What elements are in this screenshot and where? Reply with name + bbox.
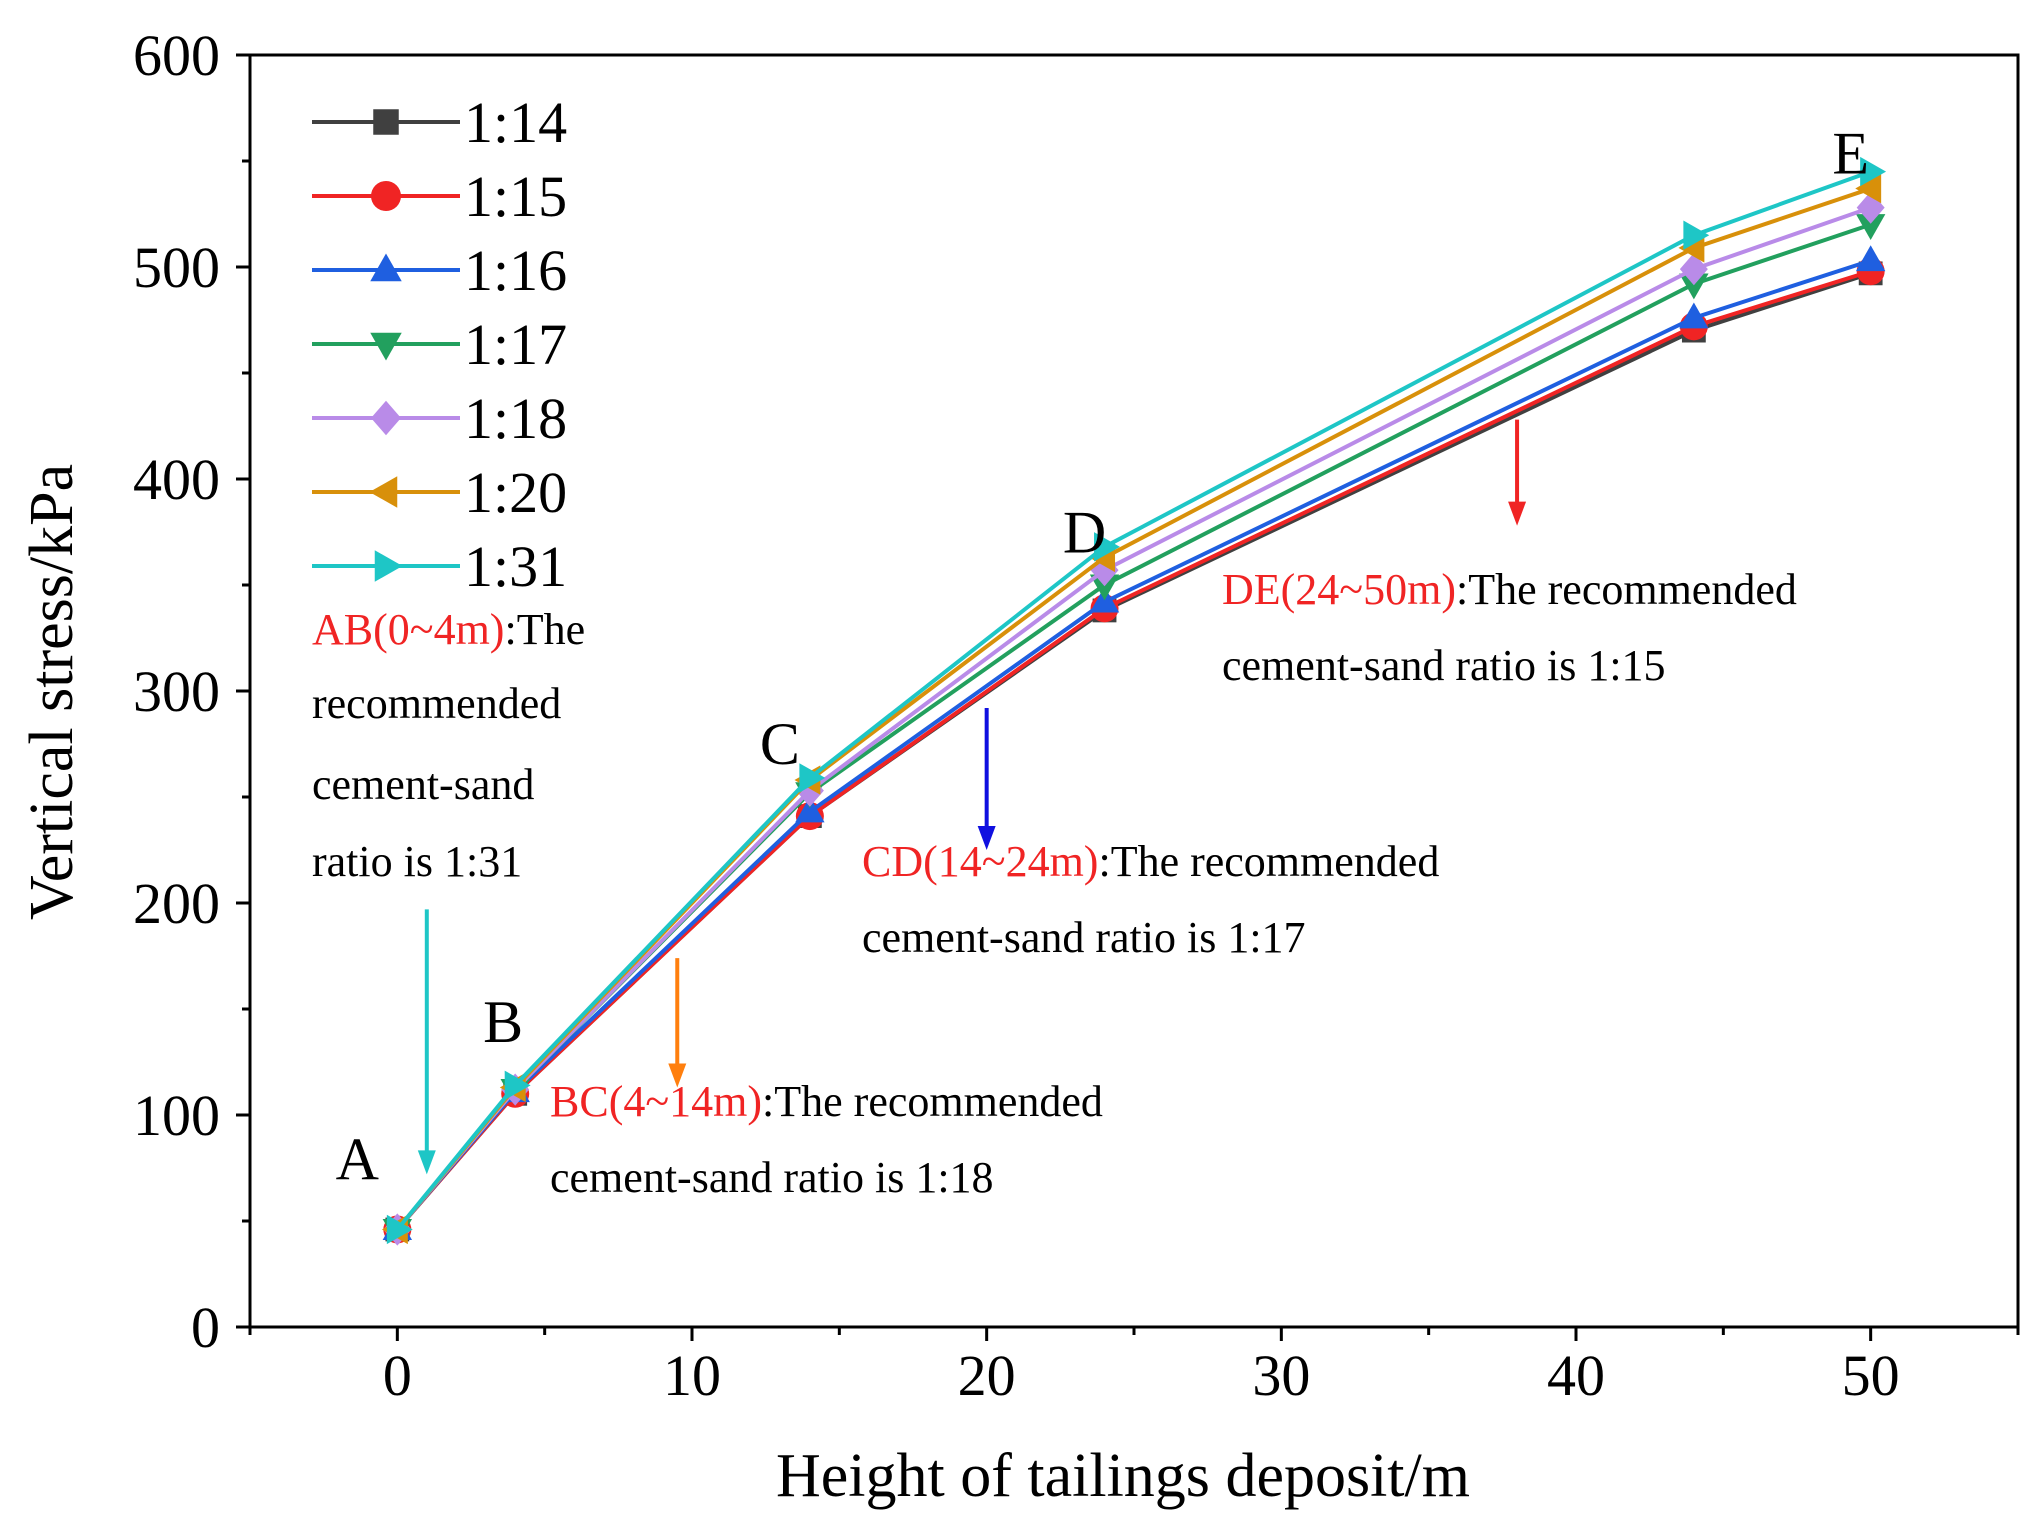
y-tick-label: 500	[133, 235, 220, 300]
data-point	[1855, 245, 1886, 272]
legend-label: 1:20	[464, 460, 567, 525]
legend-label: 1:16	[464, 238, 567, 303]
x-tick-label: 10	[663, 1343, 721, 1408]
y-axis-title: Vertical stress/kPa	[18, 464, 86, 920]
point-label-A: A	[336, 1126, 379, 1192]
annotation-text: :The recommended	[1456, 565, 1797, 614]
annotation-arrow-ab	[417, 909, 436, 1175]
legend-item-1-17: 1:17	[312, 312, 567, 377]
annotation-range: AB(0~4m)	[312, 605, 504, 654]
x-tick-label: 50	[1842, 1343, 1900, 1408]
legend-label: 1:17	[464, 312, 567, 377]
data-point	[1089, 574, 1120, 601]
legend-marker	[371, 400, 401, 436]
annotation-line: ratio is 1:31	[312, 837, 522, 886]
annotation-arrow-bc	[668, 958, 687, 1088]
data-point	[1860, 156, 1887, 187]
legend-item-1-18: 1:18	[312, 386, 567, 451]
legend-label: 1:31	[464, 534, 567, 599]
legend-marker	[373, 109, 399, 135]
arrow-head	[417, 1150, 436, 1175]
x-tick-label: 30	[1252, 1343, 1310, 1408]
point-label-B: B	[483, 989, 523, 1055]
data-point	[1855, 214, 1886, 240]
legend-marker	[374, 550, 403, 582]
data-point	[1679, 253, 1708, 286]
arrow-head	[977, 826, 996, 850]
y-tick-label: 100	[133, 1083, 220, 1148]
point-label-D: D	[1063, 499, 1106, 565]
annotation-range: CD(14~24m)	[862, 837, 1098, 886]
annotation-line: DE(24~50m):The recommended	[1222, 565, 1797, 614]
legend-label: 1:18	[464, 386, 567, 451]
legend-marker	[371, 181, 401, 211]
legend-item-1-14: 1:14	[312, 90, 567, 155]
point-label-C: C	[760, 711, 800, 777]
y-tick-label: 0	[191, 1295, 220, 1360]
data-point	[1094, 532, 1120, 562]
data-point	[386, 1214, 413, 1245]
annotation-line: AB(0~4m):The	[312, 605, 585, 654]
annotation-line: recommended	[312, 679, 561, 728]
arrow-head	[668, 1063, 687, 1088]
series-1-31	[386, 156, 1887, 1245]
data-point	[799, 763, 826, 793]
x-tick-label: 20	[958, 1343, 1016, 1408]
annotation-cd: CD(14~24m):The recommended cement-sand ra…	[862, 837, 1439, 962]
y-tick-label: 200	[133, 871, 220, 936]
annotation-line: cement-sand ratio is 1:15	[1222, 641, 1666, 690]
legend-marker	[370, 253, 402, 282]
series-line	[395, 169, 1872, 1231]
annotation-de: DE(24~50m):The recommended cement-sand ra…	[1222, 565, 1797, 690]
annotation-arrow-de	[1508, 419, 1527, 526]
annotation-line: CD(14~24m):The recommended	[862, 837, 1439, 886]
y-tick-label: 400	[133, 447, 220, 512]
legend-marker	[370, 332, 402, 361]
arrow-head	[1508, 501, 1527, 526]
annotation-range: BC(4~14m)	[550, 1077, 762, 1126]
data-point	[504, 1070, 531, 1101]
annotation-line: cement-sand ratio is 1:17	[862, 913, 1306, 962]
legend-item-1-31: 1:31	[312, 534, 567, 599]
annotation-arrow-cd	[977, 707, 996, 850]
annotation-bc: BC(4~14m):The recommended cement-sand rat…	[550, 1077, 1103, 1202]
data-point	[1855, 173, 1882, 204]
x-axis-title: Height of tailings deposit/m	[776, 1442, 1470, 1510]
annotation-range: DE(24~50m)	[1222, 565, 1456, 614]
data-point	[1679, 302, 1709, 329]
data-point	[1683, 220, 1710, 250]
x-tick-label: 0	[383, 1343, 412, 1408]
data-point	[795, 774, 824, 807]
annotation-line: cement-sand ratio is 1:18	[550, 1153, 994, 1202]
legend-item-1-15: 1:15	[312, 164, 567, 229]
x-tick-label: 40	[1547, 1343, 1605, 1408]
legend-label: 1:15	[464, 164, 567, 229]
annotation-line: cement-sand	[312, 760, 534, 809]
y-tick-label: 300	[133, 659, 220, 724]
legend-item-1-20: 1:20	[312, 460, 567, 525]
annotation-text: :The	[504, 605, 585, 654]
annotation-ab: AB(0~4m):The recommended cement-sand ratio …	[312, 605, 585, 886]
annotation-line: BC(4~14m):The recommended	[550, 1077, 1103, 1126]
legend-label: 1:14	[464, 90, 567, 155]
annotation-text: :The recommended	[1098, 837, 1439, 886]
data-point	[795, 796, 825, 823]
data-point	[1679, 273, 1709, 300]
legend-marker	[369, 476, 398, 508]
annotation-text: :The recommended	[762, 1077, 1103, 1126]
y-tick-label: 600	[133, 23, 220, 88]
legend-item-1-16: 1:16	[312, 238, 567, 303]
point-label-E: E	[1832, 120, 1869, 186]
